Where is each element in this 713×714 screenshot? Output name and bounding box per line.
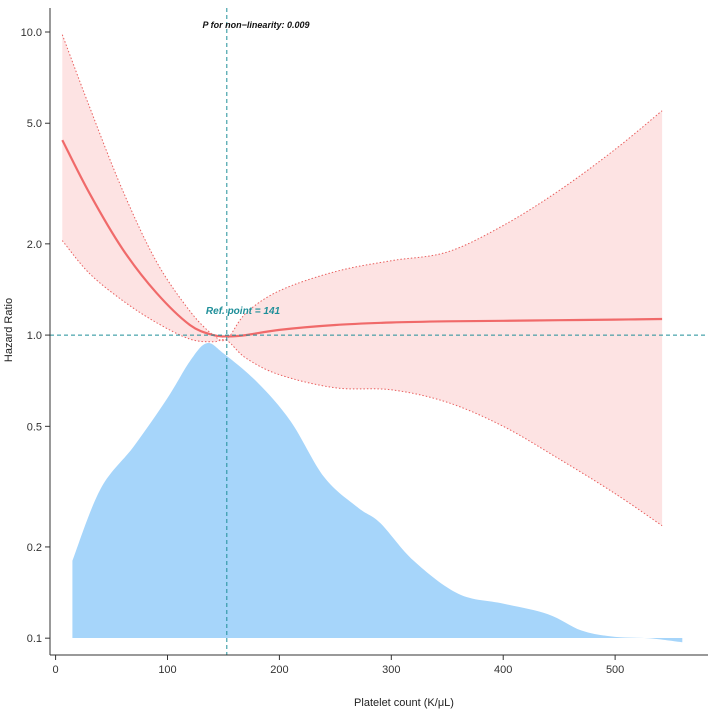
hazard-line-layer <box>61 139 663 338</box>
ci-band-fill <box>62 34 663 526</box>
y-tick-label: 0.5 <box>27 421 42 433</box>
y-tick-label: 10.0 <box>21 27 42 39</box>
x-tick-label: 400 <box>494 664 512 676</box>
x-tick-label: 200 <box>270 664 288 676</box>
ci-band-layer <box>61 34 663 527</box>
x-axis-title: Platelet count (K/μL) <box>354 697 454 709</box>
reference-lines-layer <box>50 8 708 655</box>
x-tick-label: 0 <box>53 664 59 676</box>
density-layer <box>72 342 683 643</box>
y-tick-label: 1.0 <box>27 330 42 342</box>
upper-ci-line <box>61 34 663 342</box>
y-axis-title: Hazard Ratio <box>3 298 15 362</box>
axes-layer: 0.1 0.2 0.5 1.0 2.0 5.0 10.0 0 100 200 300 400 500 <box>21 8 708 676</box>
x-tick-label: 500 <box>606 664 624 676</box>
lower-ci-line <box>61 240 663 527</box>
hazard-ratio-line <box>61 139 663 338</box>
y-tick-label: 0.1 <box>27 633 42 645</box>
y-tick-label: 2.0 <box>27 239 42 251</box>
density-area <box>72 342 683 643</box>
y-tick-label: 5.0 <box>27 118 42 130</box>
x-tick-label: 300 <box>382 664 400 676</box>
y-tick-label: 0.2 <box>27 542 42 554</box>
x-tick-label: 100 <box>158 664 176 676</box>
ref-point-annotation: Ref. point = 141 <box>206 306 281 317</box>
p-nonlinearity-annotation: P for non−linearity: 0.009 <box>203 20 310 30</box>
